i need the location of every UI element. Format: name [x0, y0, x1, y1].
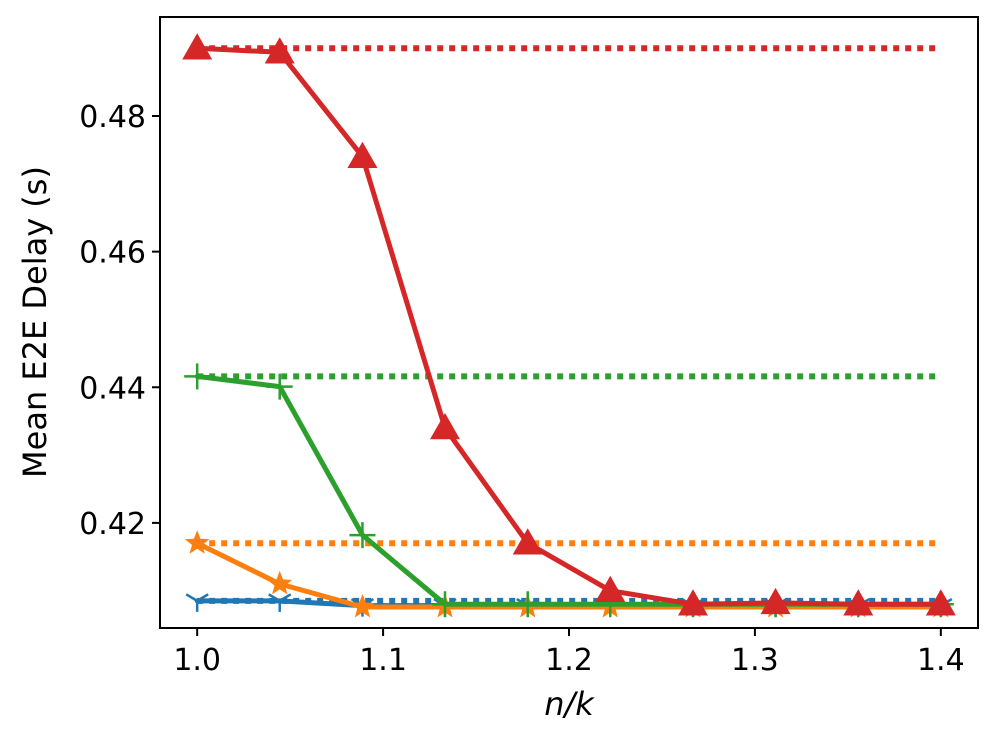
y-axis: 0.42 0.44 0.46 0.48: [79, 100, 160, 542]
star-marker: [184, 530, 210, 554]
triangle-marker: [264, 37, 295, 64]
y-axis-label: Mean E2E Delay (s): [16, 166, 54, 478]
star-marker: [350, 594, 375, 618]
triangle-marker: [182, 33, 213, 60]
triangle-marker: [843, 589, 874, 616]
triangle-marker: [347, 141, 378, 168]
x-tick-label: 1.0: [173, 643, 221, 678]
x-tick-label: 1.1: [359, 643, 407, 678]
series-line: [194, 45, 944, 607]
triangle-marker: [595, 575, 626, 602]
x-tick-label: 1.3: [731, 643, 779, 678]
x-tick-label: 1.4: [917, 643, 965, 678]
series-line: [194, 540, 944, 610]
plus-marker: [266, 373, 293, 400]
series-3: [182, 33, 956, 616]
triangle-marker: [512, 528, 543, 555]
x-axis: 1.0 1.1 1.2 1.3 1.4: [173, 628, 965, 678]
tri-down-marker: [185, 593, 209, 612]
star-marker: [267, 570, 293, 595]
y-tick-label: 0.42: [79, 507, 146, 542]
plus-marker: [514, 591, 541, 618]
triangle-marker: [760, 587, 791, 615]
plot-area: [182, 33, 956, 618]
y-tick-label: 0.44: [79, 371, 146, 406]
plus-marker: [431, 591, 458, 618]
y-tick-label: 0.46: [79, 236, 146, 271]
triangle-marker: [925, 589, 956, 616]
y-tick-label: 0.48: [79, 100, 146, 135]
x-axis-label: n/k: [544, 685, 595, 723]
triangle-marker: [429, 412, 460, 440]
x-tick-label: 1.2: [545, 643, 593, 678]
plus-marker: [349, 522, 376, 549]
tri-down-marker: [268, 593, 292, 612]
triangle-marker: [678, 589, 709, 616]
plus-marker: [184, 363, 211, 390]
